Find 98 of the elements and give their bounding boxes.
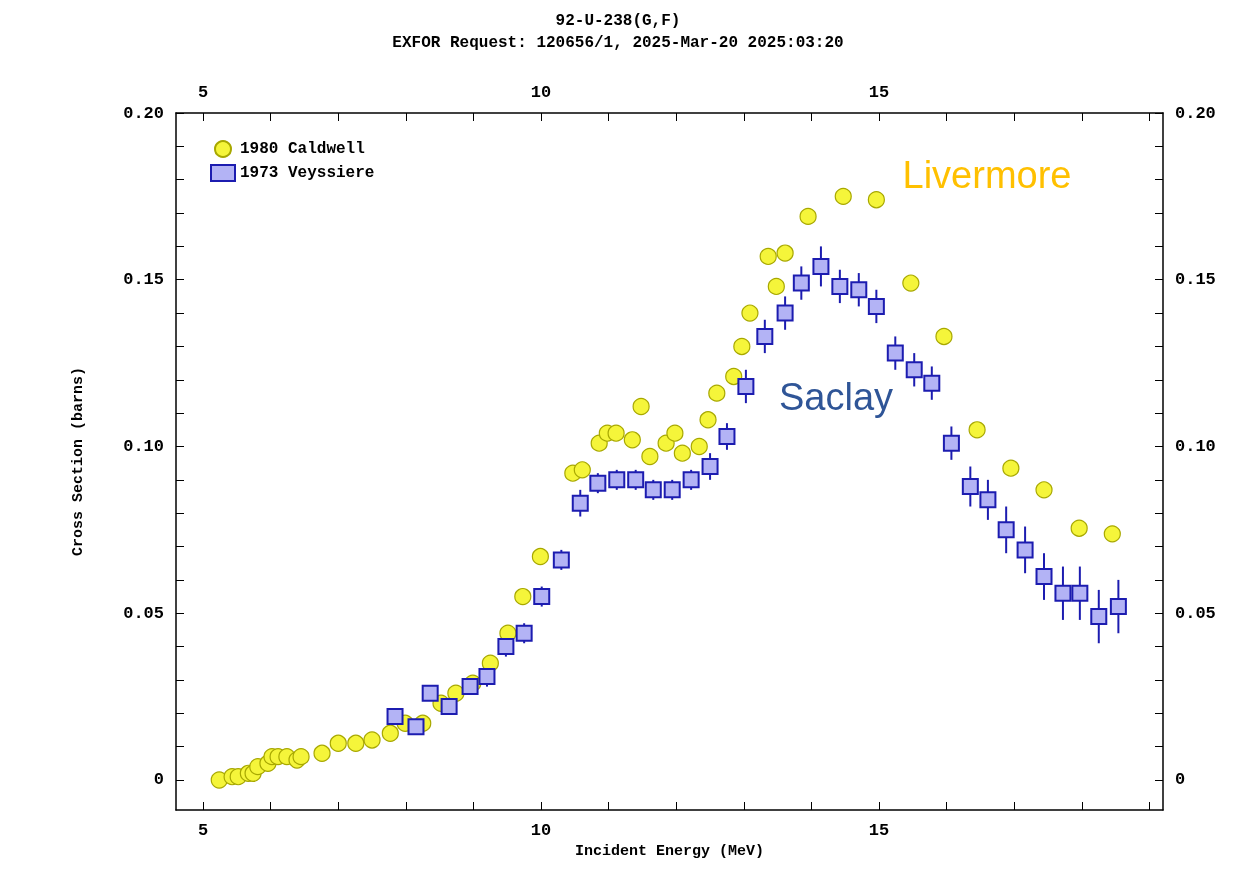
annotation: Saclay <box>778 376 894 418</box>
legend-label: 1980 Caldwell <box>240 140 365 158</box>
chart-subtitle: EXFOR Request: 120656/1, 2025-Mar-20 2025:03:20 <box>392 34 844 52</box>
point <box>759 247 777 265</box>
point <box>834 187 852 205</box>
point <box>292 748 310 766</box>
point <box>632 397 650 416</box>
point <box>701 458 719 475</box>
point <box>531 547 549 566</box>
point <box>850 281 868 299</box>
point <box>497 638 515 656</box>
y2-tick-label: 0.10 <box>1175 436 1216 456</box>
point <box>886 344 904 362</box>
point <box>644 481 662 499</box>
point <box>666 424 684 442</box>
x-tick-label: 15 <box>868 821 890 840</box>
x-axis-title: Incident Energy (MeV) <box>574 842 765 860</box>
point <box>421 684 439 702</box>
point <box>329 734 347 752</box>
point <box>767 277 785 296</box>
point <box>514 587 532 606</box>
point <box>607 424 625 442</box>
point <box>756 327 774 345</box>
point <box>478 668 496 686</box>
point <box>663 481 681 499</box>
y2-tick-label: 0.05 <box>1175 603 1216 623</box>
point <box>902 274 920 292</box>
y2-tick-label: 0.15 <box>1175 270 1216 290</box>
point <box>515 624 533 642</box>
point <box>867 191 885 209</box>
point <box>867 297 885 315</box>
point <box>776 304 794 322</box>
point <box>552 551 570 569</box>
point <box>1035 481 1053 499</box>
point <box>623 431 641 449</box>
point <box>571 494 589 512</box>
point <box>737 377 755 395</box>
point <box>1109 598 1127 616</box>
y-tick-label: 0.20 <box>123 103 164 123</box>
point <box>347 734 365 752</box>
point <box>627 471 645 489</box>
x-tick-label: 10 <box>530 821 552 840</box>
point <box>1090 608 1108 626</box>
y-axis-title: Cross Section (barns) <box>70 366 87 557</box>
point <box>961 478 979 496</box>
point <box>905 361 923 379</box>
legend-label: 1973 Veyssiere <box>240 164 375 182</box>
point <box>708 384 726 402</box>
point <box>831 277 849 295</box>
x-tick-label: 5 <box>197 821 209 840</box>
point <box>812 257 830 275</box>
point <box>997 521 1015 539</box>
x2-tick-label: 5 <box>197 83 209 102</box>
point <box>1035 568 1053 586</box>
point <box>682 471 700 489</box>
y2-tick-label: 0.20 <box>1175 103 1216 123</box>
point <box>407 718 425 736</box>
point <box>386 708 404 726</box>
point <box>699 411 717 429</box>
point <box>533 588 551 606</box>
point <box>363 731 381 749</box>
point <box>979 491 997 509</box>
point <box>923 374 941 392</box>
point <box>608 471 626 489</box>
point <box>673 444 691 462</box>
point <box>573 461 591 479</box>
y2-tick-label: 0 <box>1175 770 1186 790</box>
point <box>942 434 960 452</box>
chart-title: 92-U-238(G,F) <box>555 12 681 30</box>
point <box>733 337 751 356</box>
point <box>461 678 479 696</box>
point <box>690 437 708 456</box>
point <box>1002 459 1020 477</box>
point <box>935 327 953 346</box>
point <box>1016 541 1034 559</box>
point <box>1071 584 1089 602</box>
point <box>440 698 458 716</box>
point <box>792 274 810 292</box>
point <box>776 244 794 262</box>
point <box>313 744 331 762</box>
point <box>589 474 607 492</box>
point <box>725 367 743 386</box>
point <box>718 427 736 445</box>
point <box>799 207 817 225</box>
point <box>381 724 399 742</box>
y-tick-label: 0 <box>153 770 164 790</box>
point <box>741 304 759 322</box>
y-tick-label: 0.10 <box>123 436 164 456</box>
y-tick-label: 0.05 <box>123 603 164 623</box>
annotation: Livermore <box>902 154 1072 196</box>
y-tick-label: 0.15 <box>123 270 164 290</box>
point <box>641 447 659 466</box>
point <box>1103 525 1121 543</box>
x2-tick-label: 10 <box>530 83 552 102</box>
x2-tick-label: 15 <box>868 83 890 102</box>
point <box>1070 519 1088 537</box>
point <box>968 421 986 439</box>
point <box>1054 584 1072 602</box>
